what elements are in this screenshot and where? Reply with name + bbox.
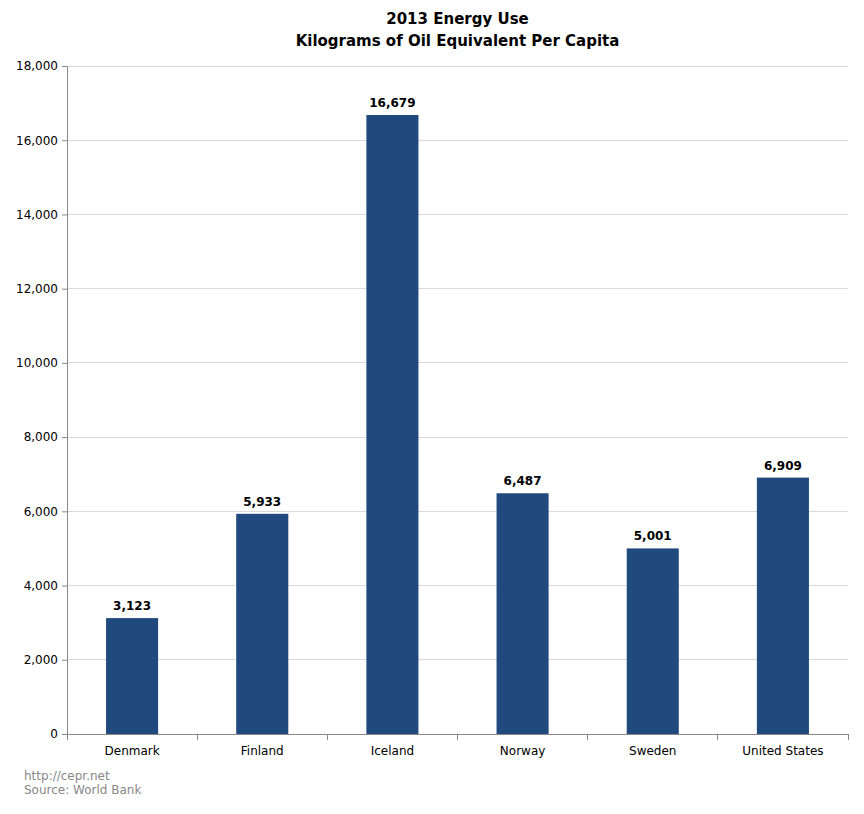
category-separator xyxy=(848,734,849,740)
y-tick: 14,000 xyxy=(16,208,67,222)
category-separator xyxy=(327,734,328,740)
data-labels: 3,123 5,933 16,679 6,487 5,001 6,909 xyxy=(113,96,802,613)
category-separator xyxy=(717,734,718,740)
bar xyxy=(366,115,418,734)
bar xyxy=(627,548,679,734)
y-tick-mark xyxy=(62,586,67,587)
y-axis-line xyxy=(62,67,68,735)
y-tick-label: 14,000 xyxy=(16,208,58,222)
bar xyxy=(106,618,158,734)
bar xyxy=(497,493,549,734)
y-tick-mark xyxy=(62,214,67,215)
y-tick: 0 xyxy=(50,727,67,741)
x-axis: Denmark Finland Iceland Norway Sweden United … xyxy=(68,735,849,758)
grid-line xyxy=(67,511,848,512)
y-tick-mark xyxy=(62,660,67,661)
x-tick: Sweden xyxy=(629,744,676,758)
y-tick-mark xyxy=(62,437,67,438)
category-separator xyxy=(587,734,588,740)
y-tick-mark xyxy=(62,289,67,290)
grid-line xyxy=(67,362,848,363)
x-tick: Finland xyxy=(241,744,284,758)
x-tick-label: Denmark xyxy=(105,744,160,758)
x-tick-label: United States xyxy=(742,744,823,758)
x-tick: Denmark xyxy=(105,744,160,758)
grid-line xyxy=(67,288,848,289)
y-tick-label: 8,000 xyxy=(24,430,58,444)
y-tick: 10,000 xyxy=(16,356,67,370)
data-label: 5,001 xyxy=(634,529,672,543)
grid-line xyxy=(67,659,848,660)
subtitle: Kilograms of Oil Equivalent Per Capita xyxy=(296,32,620,50)
y-tick-label: 10,000 xyxy=(16,356,58,370)
y-tick-label: 2,000 xyxy=(24,653,58,667)
x-tick: Iceland xyxy=(371,744,414,758)
bars xyxy=(106,115,809,734)
annotation: Source: World Bank xyxy=(24,783,141,797)
y-tick-mark xyxy=(62,66,67,67)
y-tick-mark xyxy=(62,363,67,364)
x-tick-label: Norway xyxy=(500,744,546,758)
y-tick: 6,000 xyxy=(24,505,67,519)
grid-line xyxy=(67,437,848,438)
category-separator xyxy=(67,734,68,740)
grid-line xyxy=(67,585,848,586)
x-tick-label: Finland xyxy=(241,744,284,758)
data-label: 6,909 xyxy=(764,459,802,473)
y-tick-label: 18,000 xyxy=(16,59,58,73)
y-tick-label: 0 xyxy=(50,727,58,741)
category-separator xyxy=(197,734,198,740)
y-tick: 4,000 xyxy=(24,579,67,593)
y-tick: 12,000 xyxy=(16,282,67,296)
x-tick: United States xyxy=(742,744,823,758)
x-tick: Norway xyxy=(500,744,546,758)
y-axis: 0 2,000 4,000 6,000 8,000 10,000 12,000 14,000 1… xyxy=(16,59,68,741)
annotation: http://cepr.net xyxy=(24,769,110,783)
grid-line xyxy=(67,214,848,215)
category-separators xyxy=(67,734,848,740)
chart: 0 2,000 4,000 6,000 8,000 10,000 12,000 14,000 1… xyxy=(0,0,864,814)
y-tick-label: 12,000 xyxy=(16,282,58,296)
title: 2013 Energy Use xyxy=(386,10,529,28)
data-label: 3,123 xyxy=(113,599,151,613)
data-label: 5,933 xyxy=(243,495,281,509)
y-tick: 18,000 xyxy=(16,59,67,73)
grid xyxy=(67,66,848,734)
x-tick-label: Sweden xyxy=(629,744,676,758)
y-tick: 8,000 xyxy=(24,430,67,444)
x-tick-label: Iceland xyxy=(371,744,414,758)
y-tick: 16,000 xyxy=(16,134,67,148)
y-tick-label: 16,000 xyxy=(16,134,58,148)
category-separator xyxy=(457,734,458,740)
data-label: 16,679 xyxy=(369,96,415,110)
bar xyxy=(236,514,288,734)
bar xyxy=(757,478,809,734)
grid-line xyxy=(67,66,848,67)
y-tick-mark xyxy=(62,140,67,141)
y-tick-mark xyxy=(62,511,67,512)
data-label: 6,487 xyxy=(504,474,542,488)
y-tick: 2,000 xyxy=(24,653,67,667)
y-tick-label: 6,000 xyxy=(24,505,58,519)
y-tick-mark xyxy=(62,734,67,735)
y-tick-label: 4,000 xyxy=(24,579,58,593)
grid-line xyxy=(67,140,848,141)
